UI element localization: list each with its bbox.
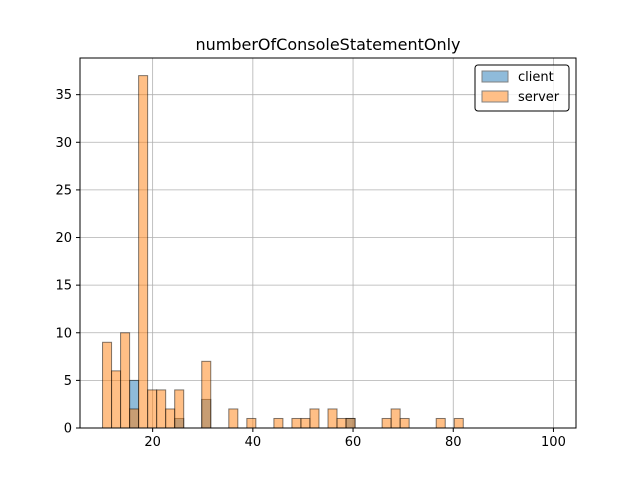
bar-server bbox=[174, 389, 185, 429]
bar-server bbox=[309, 408, 320, 429]
legend-label-client: client bbox=[518, 70, 554, 85]
y-tick-label: 35 bbox=[55, 88, 72, 103]
bar-server bbox=[390, 408, 401, 429]
y-tick-label: 0 bbox=[64, 422, 72, 437]
grid-lines bbox=[80, 58, 576, 429]
legend: client server bbox=[474, 64, 570, 112]
bar-server bbox=[201, 360, 212, 429]
x-tick-label: 80 bbox=[445, 435, 462, 450]
bar-server bbox=[102, 341, 113, 429]
bar-server bbox=[129, 408, 140, 429]
bar-server bbox=[435, 417, 446, 429]
bars-server bbox=[102, 75, 464, 429]
y-tick-label: 20 bbox=[55, 231, 72, 246]
bar-server bbox=[345, 417, 356, 429]
y-tick-label: 5 bbox=[64, 374, 72, 389]
x-tick-label: 20 bbox=[144, 435, 161, 450]
chart-title: numberOfConsoleStatementOnly bbox=[195, 35, 460, 54]
x-axis-ticks: 20 40 60 80 100 bbox=[144, 428, 566, 450]
bar-server bbox=[156, 389, 167, 429]
bar-server bbox=[381, 417, 392, 429]
bar-server bbox=[228, 408, 239, 429]
x-tick-label: 60 bbox=[345, 435, 362, 450]
plot-frame bbox=[79, 57, 577, 429]
bar-server bbox=[453, 417, 464, 429]
bar-server bbox=[300, 417, 311, 429]
bar-server bbox=[165, 408, 176, 429]
y-tick-label: 30 bbox=[55, 136, 72, 151]
bar-server bbox=[273, 417, 284, 429]
x-tick-label: 40 bbox=[245, 435, 262, 450]
x-tick-label: 100 bbox=[541, 435, 566, 450]
y-tick-label: 10 bbox=[55, 326, 72, 341]
y-axis-ticks: 0 5 10 15 20 25 30 35 bbox=[55, 88, 80, 437]
bar-server bbox=[291, 417, 302, 429]
bar-server bbox=[138, 75, 149, 429]
bar-server bbox=[120, 332, 131, 429]
bar-server bbox=[111, 370, 122, 429]
legend-swatch-server bbox=[481, 90, 509, 103]
bar-server bbox=[399, 417, 410, 429]
bar-server bbox=[147, 389, 158, 429]
y-tick-label: 15 bbox=[55, 279, 72, 294]
bar-server bbox=[327, 408, 338, 429]
bar-server bbox=[246, 417, 257, 429]
legend-label-server: server bbox=[518, 90, 560, 105]
y-tick-label: 25 bbox=[55, 183, 72, 198]
legend-swatch-client bbox=[481, 70, 509, 83]
bar-server bbox=[336, 417, 347, 429]
